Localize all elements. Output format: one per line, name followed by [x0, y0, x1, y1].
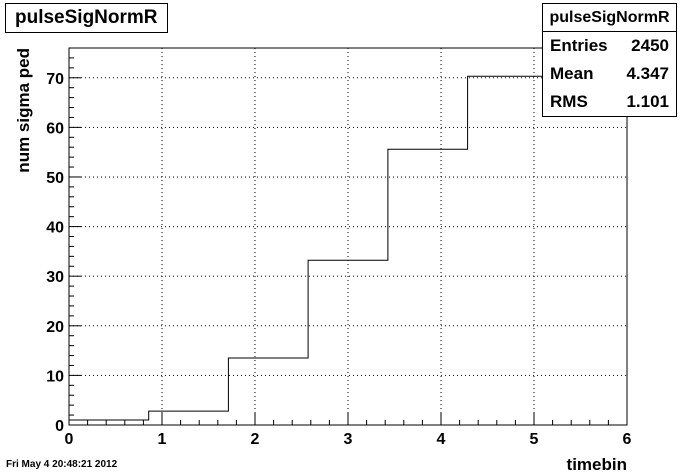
y-tick-label: 20 [46, 319, 64, 336]
x-tick-label: 6 [623, 431, 632, 448]
rms-value: 1.101 [626, 92, 669, 111]
x-axis-label: timebin [567, 455, 627, 474]
y-tick-label: 10 [46, 368, 64, 385]
stats-row-mean: Mean 4.347 [543, 60, 676, 88]
x-tick-label: 3 [344, 431, 353, 448]
histogram-step-line [69, 75, 627, 421]
histogram-series [69, 75, 627, 421]
y-tick-label: 70 [46, 71, 64, 88]
entries-value: 2450 [631, 36, 669, 55]
y-tick-label: 0 [55, 418, 64, 435]
mean-label: Mean [550, 64, 594, 83]
grid-lines [69, 48, 627, 425]
x-tick-label: 4 [437, 431, 446, 448]
stats-row-entries: Entries 2450 [543, 32, 676, 60]
y-tick-label: 40 [46, 220, 64, 237]
y-tick-label: 30 [46, 269, 64, 286]
y-tick-label: 60 [46, 120, 64, 137]
chart-title: pulseSigNormR [5, 3, 168, 33]
stats-row-rms: RMS 1.101 [543, 88, 676, 116]
stats-title: pulseSigNormR [543, 4, 676, 32]
stats-box: pulseSigNormR Entries 2450 Mean 4.347 RM… [542, 3, 677, 117]
x-tick-label: 0 [65, 431, 74, 448]
x-tick-label: 1 [158, 431, 167, 448]
entries-label: Entries [550, 36, 608, 55]
rms-label: RMS [550, 92, 588, 111]
x-tick-label: 2 [251, 431, 260, 448]
x-tick-label: 5 [530, 431, 539, 448]
y-tick-label: 50 [46, 170, 64, 187]
timestamp: Fri May 4 20:48:21 2012 [6, 459, 118, 470]
mean-value: 4.347 [626, 64, 669, 83]
y-axis-label: num sigma ped [14, 48, 33, 173]
